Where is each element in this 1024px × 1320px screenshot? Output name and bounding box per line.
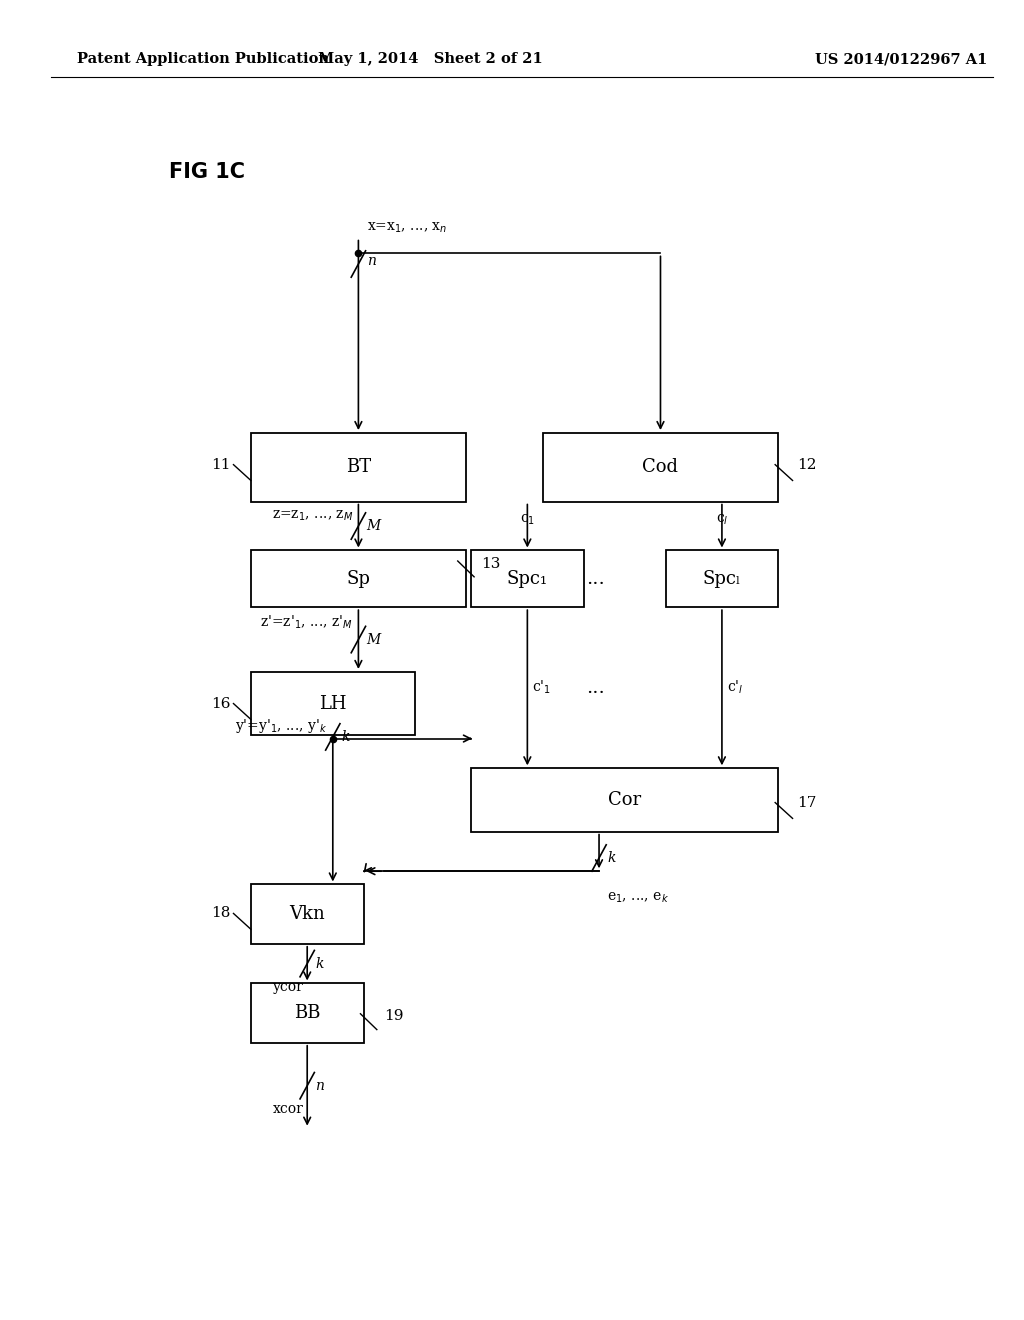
- Text: Patent Application Publication: Patent Application Publication: [77, 53, 329, 66]
- Bar: [251, 672, 415, 735]
- Text: z'=z'$_1$, ..., z'$_M$: z'=z'$_1$, ..., z'$_M$: [260, 614, 353, 631]
- Bar: [251, 884, 364, 944]
- Bar: [666, 550, 778, 607]
- Text: Cor: Cor: [608, 791, 641, 809]
- Text: 13: 13: [481, 557, 501, 570]
- Text: Cod: Cod: [642, 458, 679, 477]
- Text: M: M: [367, 519, 381, 533]
- Text: May 1, 2014   Sheet 2 of 21: May 1, 2014 Sheet 2 of 21: [317, 53, 543, 66]
- Text: 18: 18: [211, 907, 230, 920]
- Text: n: n: [367, 255, 376, 268]
- Text: US 2014/0122967 A1: US 2014/0122967 A1: [815, 53, 987, 66]
- Text: n: n: [315, 1078, 325, 1093]
- Text: ...: ...: [587, 570, 605, 587]
- Text: 17: 17: [797, 796, 816, 809]
- Bar: [251, 550, 466, 607]
- Bar: [471, 550, 584, 607]
- Text: M: M: [367, 632, 381, 647]
- Text: Spc₁: Spc₁: [507, 570, 548, 587]
- Text: BT: BT: [346, 458, 371, 477]
- Text: c$_1$: c$_1$: [520, 512, 535, 527]
- Text: 12: 12: [797, 458, 816, 471]
- Bar: [471, 768, 778, 832]
- Bar: [543, 433, 778, 502]
- Text: FIG 1C: FIG 1C: [169, 161, 245, 182]
- Text: xcor: xcor: [273, 1102, 304, 1117]
- Text: k: k: [315, 957, 324, 970]
- Text: c'$_l$: c'$_l$: [727, 678, 743, 697]
- Text: 11: 11: [211, 458, 230, 471]
- Text: c'$_1$: c'$_1$: [532, 678, 552, 697]
- Text: c$_l$: c$_l$: [716, 512, 728, 527]
- Text: BB: BB: [294, 1005, 321, 1022]
- Bar: [251, 433, 466, 502]
- Text: Vkn: Vkn: [290, 906, 325, 923]
- Text: ...: ...: [587, 678, 605, 697]
- Text: y'=y'$_1$, ..., y'$_k$: y'=y'$_1$, ..., y'$_k$: [236, 717, 328, 734]
- Text: Sp: Sp: [346, 570, 371, 587]
- Text: 19: 19: [384, 1010, 403, 1023]
- Text: 16: 16: [211, 697, 230, 710]
- Text: k: k: [607, 851, 615, 865]
- Text: e$_1$, ..., e$_k$: e$_1$, ..., e$_k$: [607, 891, 670, 906]
- Text: ycor: ycor: [273, 981, 304, 994]
- Text: z=z$_1$, ..., z$_M$: z=z$_1$, ..., z$_M$: [271, 508, 353, 523]
- Bar: [251, 983, 364, 1043]
- Text: k: k: [341, 730, 349, 744]
- Text: Spcₗ: Spcₗ: [702, 570, 741, 587]
- Text: x=x$_1$, ..., x$_n$: x=x$_1$, ..., x$_n$: [367, 220, 446, 235]
- Text: LH: LH: [319, 694, 346, 713]
